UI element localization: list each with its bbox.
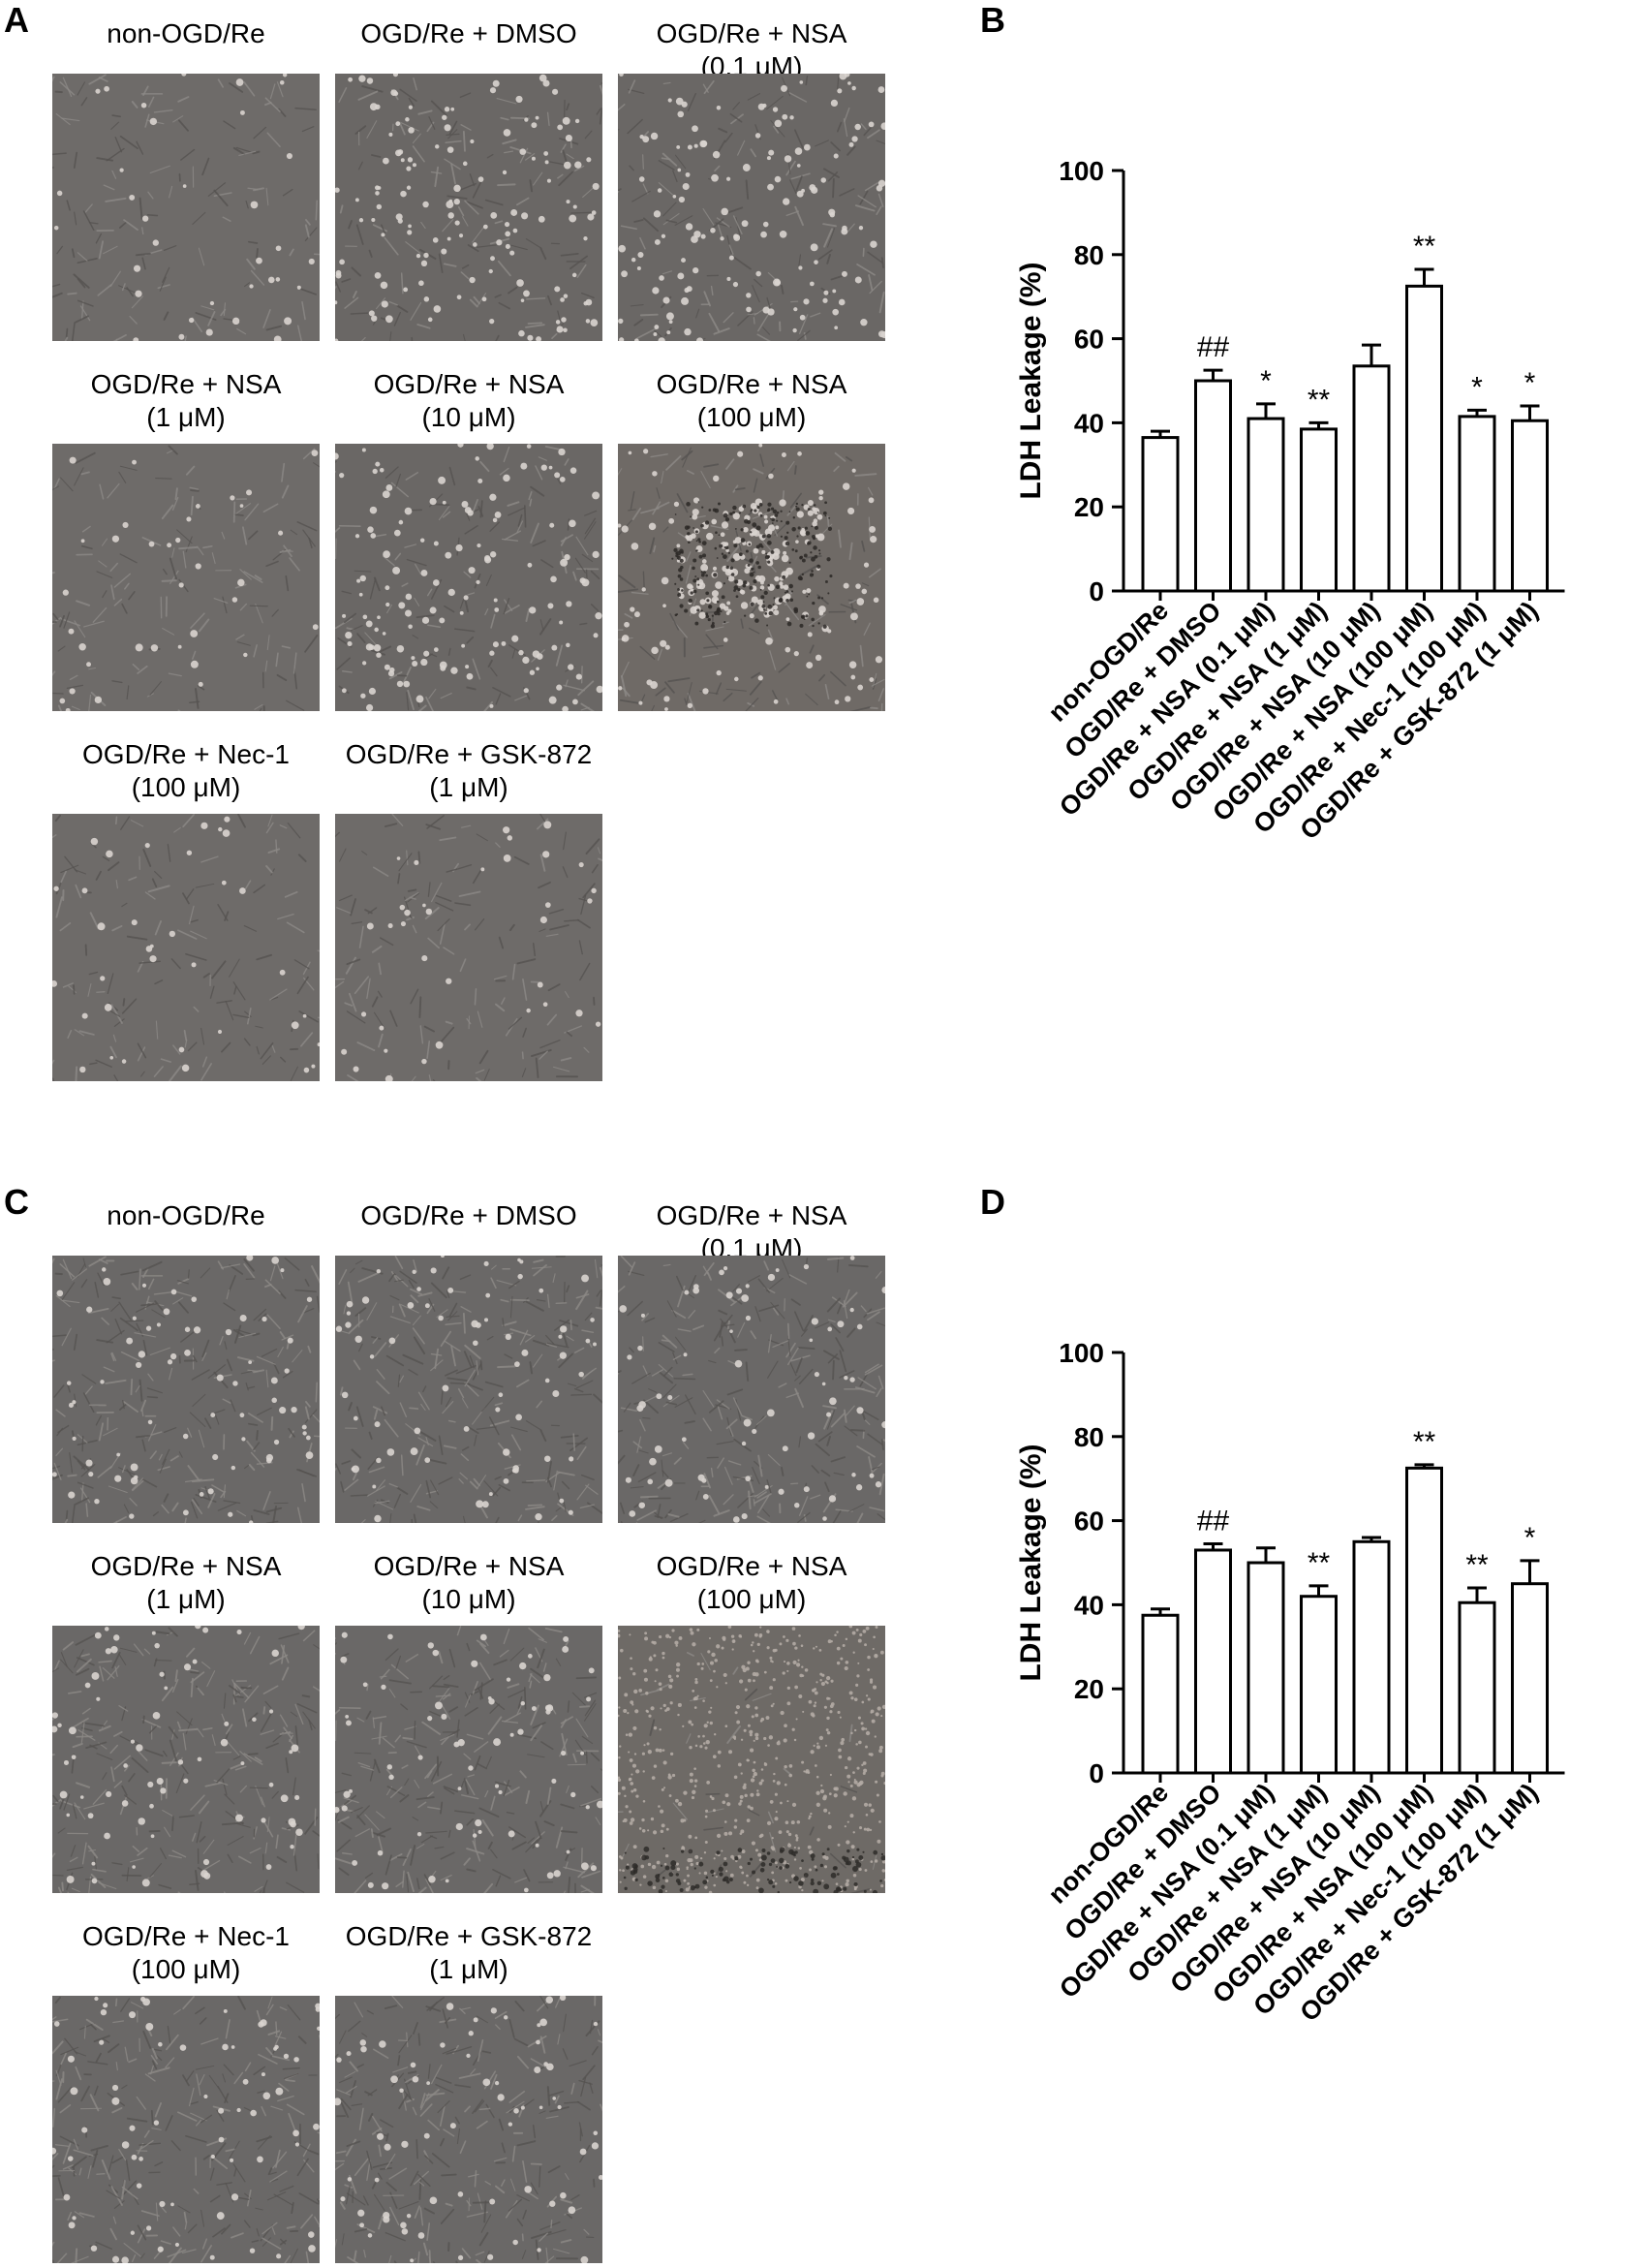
micrograph-concentration: (1 μM)	[146, 402, 226, 432]
significance-mark: **	[1465, 1549, 1489, 1581]
micrograph-label: OGD/Re + GSK-872	[345, 1921, 593, 1951]
ldh-chart-d: 0 20 40 60 80 100 LDH Leakage (%) non-OGD/Re ## O…	[1007, 1298, 1631, 2170]
micrograph-image	[335, 1256, 602, 1523]
significance-mark: **	[1413, 231, 1436, 263]
panel-letter-b: B	[980, 0, 1005, 40]
bar	[1352, 364, 1391, 593]
micrograph-label: OGD/Re + Nec-1	[82, 739, 290, 769]
micrograph-image	[52, 1996, 320, 2263]
micrograph-concentration: (100 μM)	[696, 1584, 807, 1614]
y-tick-label: 100	[1059, 1338, 1104, 1368]
micrograph-image	[52, 444, 320, 711]
significance-mark: *	[1471, 371, 1483, 403]
micrograph-label: OGD/Re + Nec-1	[82, 1921, 290, 1951]
micrograph-image	[618, 74, 885, 341]
micrograph-label: OGD/Re + NSA	[656, 1551, 847, 1581]
bar	[1405, 284, 1443, 593]
y-tick-label: 40	[1074, 408, 1104, 438]
significance-mark: *	[1260, 365, 1272, 397]
bar	[1141, 436, 1180, 593]
micrograph-image	[618, 1256, 885, 1523]
bar	[1300, 427, 1338, 593]
micrograph-label: OGD/Re + NSA	[373, 369, 565, 399]
significance-mark: **	[1308, 384, 1331, 416]
micrograph-concentration: (100 μM)	[131, 1954, 241, 1984]
y-axis-label: LDH Leakage (%)	[1015, 1444, 1047, 1681]
micrograph-concentration: (10 μM)	[421, 1584, 516, 1614]
micrograph-label: OGD/Re + DMSO	[360, 18, 577, 48]
micrograph-image	[52, 1256, 320, 1523]
micrograph-image	[335, 1996, 602, 2263]
micrograph-label: OGD/Re + NSA	[656, 1200, 847, 1230]
micrograph-concentration: (100 μM)	[696, 402, 807, 432]
bar	[1458, 415, 1496, 593]
bar	[1511, 419, 1549, 593]
y-axis-label: LDH Leakage (%)	[1015, 262, 1047, 499]
bar	[1300, 1595, 1338, 1775]
micrograph-image	[52, 74, 320, 341]
micrograph-image	[335, 814, 602, 1081]
micrograph-label: OGD/Re + NSA	[656, 18, 847, 48]
y-tick-label: 0	[1089, 1758, 1104, 1788]
micrograph-label: OGD/Re + NSA	[90, 369, 282, 399]
y-tick-label: 40	[1074, 1590, 1104, 1620]
y-tick-label: 60	[1074, 325, 1104, 355]
significance-mark: ##	[1197, 331, 1230, 363]
micrograph-concentration: (1 μM)	[146, 1584, 226, 1614]
y-tick-label: 20	[1074, 492, 1104, 522]
micrograph-image	[52, 1626, 320, 1893]
significance-mark: **	[1413, 1426, 1436, 1458]
ldh-chart-b: 0 20 40 60 80 100 LDH Leakage (%) non-OGD/Re ## O…	[1007, 116, 1631, 988]
bar	[1194, 379, 1232, 593]
y-tick-label: 80	[1074, 240, 1104, 270]
micrograph-label: OGD/Re + DMSO	[360, 1200, 577, 1230]
y-tick-label: 100	[1059, 156, 1104, 186]
micrograph-label: OGD/Re + GSK-872	[345, 739, 593, 769]
micrograph-label: non-OGD/Re	[107, 18, 265, 48]
y-tick-label: 80	[1074, 1422, 1104, 1452]
micrograph-image	[618, 444, 885, 711]
micrograph-label: non-OGD/Re	[107, 1200, 265, 1230]
micrograph-image	[52, 814, 320, 1081]
micrograph-concentration: (10 μM)	[421, 402, 516, 432]
panel-letter-c: C	[4, 1182, 29, 1222]
significance-mark: **	[1308, 1547, 1331, 1579]
significance-mark: *	[1524, 367, 1536, 399]
bar	[1246, 1561, 1285, 1775]
micrograph-concentration: (100 μM)	[131, 772, 241, 802]
micrograph-label: OGD/Re + NSA	[90, 1551, 282, 1581]
panel-letter-a: A	[4, 0, 29, 40]
micrograph-concentration: (1 μM)	[429, 1954, 508, 1984]
bar	[1511, 1582, 1549, 1775]
bar	[1458, 1600, 1496, 1775]
micrograph-image	[335, 74, 602, 341]
significance-mark: *	[1524, 1522, 1536, 1554]
micrograph-label: OGD/Re + NSA	[373, 1551, 565, 1581]
bar	[1194, 1548, 1232, 1775]
bar	[1141, 1613, 1180, 1775]
micrograph-image	[618, 1626, 885, 1893]
panel-letter-d: D	[980, 1182, 1005, 1222]
y-tick-label: 0	[1089, 576, 1104, 606]
micrograph-concentration: (1 μM)	[429, 772, 508, 802]
bar	[1246, 417, 1285, 593]
significance-mark: ##	[1197, 1505, 1230, 1537]
micrograph-image	[335, 444, 602, 711]
micrograph-label: OGD/Re + NSA	[656, 369, 847, 399]
y-tick-label: 20	[1074, 1674, 1104, 1704]
bar	[1405, 1466, 1443, 1775]
bar	[1352, 1539, 1391, 1775]
y-tick-label: 60	[1074, 1507, 1104, 1537]
micrograph-image	[335, 1626, 602, 1893]
